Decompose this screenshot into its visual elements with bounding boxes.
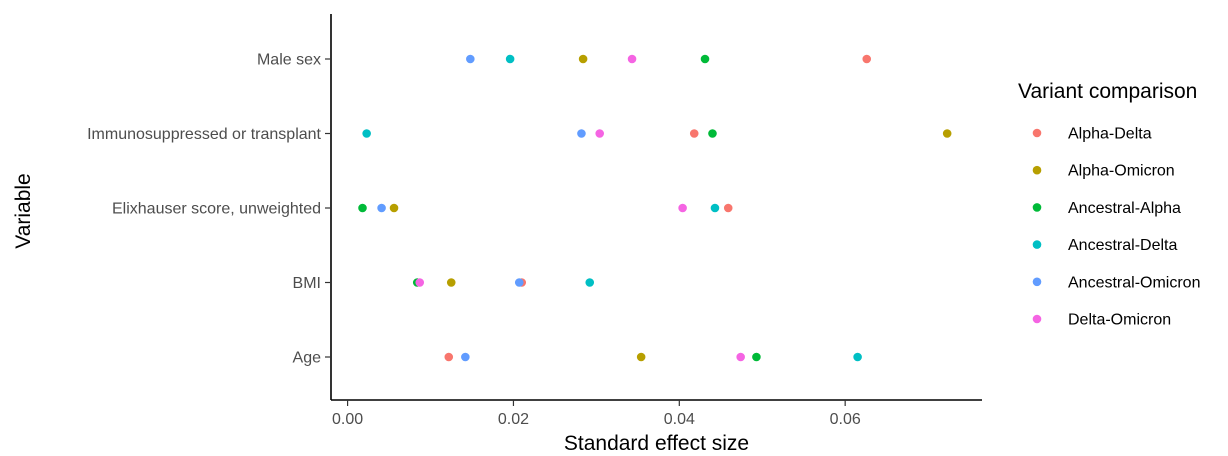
data-point bbox=[627, 54, 637, 64]
data-point bbox=[752, 352, 761, 362]
data-point bbox=[689, 129, 699, 138]
data-point bbox=[358, 203, 367, 213]
data-point bbox=[708, 129, 717, 138]
data-point bbox=[595, 129, 604, 138]
data-point bbox=[415, 278, 425, 287]
data-point bbox=[389, 203, 399, 213]
data-point bbox=[723, 203, 733, 213]
legend-swatch bbox=[1032, 165, 1042, 175]
plot-area bbox=[358, 54, 952, 362]
data-point bbox=[678, 203, 687, 213]
data-point bbox=[578, 54, 588, 64]
legend-swatch bbox=[1032, 128, 1042, 138]
legend-item-label: Alpha-Delta bbox=[1068, 126, 1152, 143]
legend-swatch bbox=[1032, 314, 1042, 324]
legend-title: Variant comparison bbox=[1018, 80, 1197, 103]
data-point bbox=[710, 203, 720, 213]
x-axis-title: Standard effect size bbox=[564, 432, 749, 455]
data-point bbox=[444, 352, 454, 362]
legend-swatch bbox=[1032, 203, 1042, 212]
y-tick-label: BMI bbox=[293, 275, 321, 292]
data-point bbox=[700, 54, 710, 64]
legend: Variant comparison Alpha-Delta Alpha-Omic… bbox=[1018, 80, 1200, 329]
y-tick-label: Male sex bbox=[257, 52, 321, 69]
y-tick-label: Immunosuppressed or transplant bbox=[87, 126, 321, 143]
data-point bbox=[862, 54, 872, 64]
data-point bbox=[362, 129, 371, 138]
data-point bbox=[446, 278, 456, 287]
legend-item-label: Ancestral-Delta bbox=[1068, 237, 1177, 254]
data-point bbox=[736, 352, 745, 362]
data-point bbox=[942, 129, 952, 138]
y-axis-title: Variable bbox=[12, 173, 35, 249]
y-axis: Male sex Immunosuppressed or transplant El… bbox=[87, 14, 332, 400]
legend-item-label: Delta-Omicron bbox=[1068, 312, 1171, 329]
x-axis: 0.00 0.02 0.04 0.06 bbox=[331, 399, 982, 428]
data-point bbox=[461, 352, 470, 362]
legend-item-label: Alpha-Omicron bbox=[1068, 163, 1175, 180]
legend-swatch bbox=[1032, 277, 1042, 287]
x-tick-label: 0.02 bbox=[498, 411, 529, 428]
data-point bbox=[853, 352, 862, 362]
x-tick-label: 0.06 bbox=[830, 411, 861, 428]
data-point bbox=[514, 278, 524, 287]
data-point bbox=[577, 129, 586, 138]
data-point bbox=[585, 278, 595, 287]
data-point bbox=[377, 203, 386, 213]
y-tick-label: Age bbox=[293, 350, 322, 367]
x-tick-label: 0.00 bbox=[332, 411, 363, 428]
legend-swatch bbox=[1032, 240, 1042, 249]
y-tick-label: Elixhauser score, unweighted bbox=[112, 201, 321, 218]
data-point bbox=[466, 54, 475, 64]
data-point bbox=[505, 54, 515, 64]
legend-item-label: Ancestral-Omicron bbox=[1068, 274, 1200, 291]
data-point bbox=[636, 352, 646, 362]
legend-item-label: Ancestral-Alpha bbox=[1068, 200, 1181, 217]
x-tick-label: 0.04 bbox=[664, 411, 695, 428]
